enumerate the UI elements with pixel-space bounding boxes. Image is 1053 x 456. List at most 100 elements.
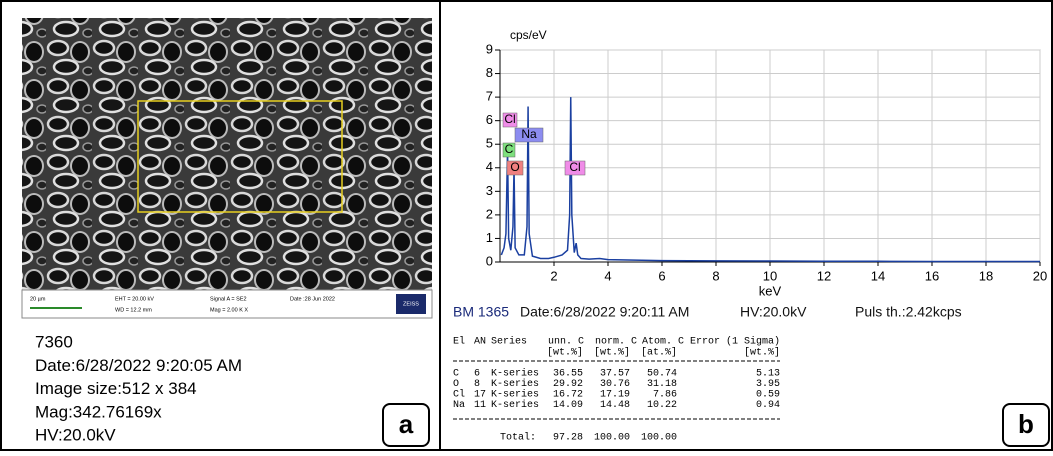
x-tick-label: 14 <box>871 268 885 283</box>
table-unit: [wt.%] <box>594 347 630 359</box>
table-total: 100.00 <box>594 433 630 444</box>
x-tick-label: 12 <box>817 268 831 283</box>
table-cell: Na <box>453 400 465 411</box>
table-header: AN <box>474 337 486 348</box>
table-cell: 16.72 <box>553 390 583 401</box>
table-cell: 17 <box>474 390 486 401</box>
eds-table: El AN Series unn. C norm. C Atom. C Error (1 S… <box>453 336 780 444</box>
table-cell: 8 <box>474 379 480 390</box>
y-tick-label: 9 <box>486 41 493 56</box>
label-box <box>382 403 430 447</box>
info-line: HV:20.0kV <box>35 426 116 445</box>
y-tick-label: 5 <box>486 136 493 151</box>
table-header: Series <box>491 336 527 348</box>
x-tick-label: 16 <box>925 268 939 283</box>
table-cell: 17.19 <box>600 390 630 401</box>
wd: WD = 12.2 mm <box>115 307 152 313</box>
y-tick-label: 4 <box>486 159 493 174</box>
table-cell: 14.09 <box>553 400 583 411</box>
table-cell: K-series <box>491 389 539 401</box>
logo <box>396 294 426 314</box>
peak-label-box <box>502 112 518 128</box>
table-total: 100.00 <box>641 433 677 444</box>
x-tick-label: 4 <box>604 268 611 283</box>
table-cell: 3.95 <box>756 379 780 390</box>
table-total: 97.28 <box>553 433 583 444</box>
peak-label-box <box>502 142 516 158</box>
table-cell: 30.76 <box>600 379 630 390</box>
table-cell: 14.48 <box>600 400 630 411</box>
y-tick-label: 1 <box>486 230 493 245</box>
table-cell: 11 <box>474 400 486 411</box>
x-tick-label: 10 <box>763 268 777 283</box>
eht: EHT = 20.00 kV <box>115 296 154 302</box>
panel-label: a <box>399 409 414 439</box>
table-unit: [wt.%] <box>744 347 780 359</box>
y-tick-label: 8 <box>486 65 493 80</box>
table-total: Total: <box>500 432 536 444</box>
x-tick-label: 20 <box>1033 268 1047 283</box>
spectrum <box>500 97 1040 263</box>
scale-text: 20 µm EHT = 20.00 kV WD = 12.2 mm Signal… <box>30 294 426 314</box>
table-cell: C <box>453 369 459 380</box>
info-text: Puls th.:2.42kcps <box>855 304 962 320</box>
info-text: HV:20.0kV <box>740 304 807 320</box>
table-header: Error (1 Sigma) <box>690 336 780 348</box>
table-header: Atom. C <box>642 337 684 348</box>
table-cell: 6 <box>474 369 480 380</box>
y-tick-label: 2 <box>486 206 493 221</box>
table-header: norm. C <box>595 337 637 348</box>
table-cell: 10.22 <box>647 400 677 411</box>
x-tick-label: 8 <box>712 268 719 283</box>
table-cell: O <box>453 379 459 390</box>
info-line: Image size:512 x 384 <box>35 379 197 398</box>
y-tick-label: 6 <box>486 112 493 127</box>
table-cell: 29.92 <box>553 379 583 390</box>
scale-length: 20 µm <box>30 296 46 302</box>
peak-label: Na <box>521 127 537 141</box>
table-cell: 7.86 <box>653 390 677 401</box>
table-cell: Cl <box>453 389 465 401</box>
selection-box <box>137 100 343 213</box>
x-axis-label: keV <box>759 283 782 298</box>
table-header: El <box>453 336 465 348</box>
info-text: Date:6/28/2022 9:20:11 AM <box>520 304 689 320</box>
signal: Signal A = SE2 <box>210 296 247 302</box>
table-cell: 5.13 <box>756 369 780 380</box>
table-cell: 36.55 <box>553 369 583 380</box>
table-cell: K-series <box>491 378 539 390</box>
info-line: Date:6/28/2022 9:20:05 AM <box>35 356 242 375</box>
brand: ZEISS <box>403 301 419 307</box>
peak-label-box <box>564 160 586 176</box>
y-axis-label: cps/eV <box>510 28 547 42</box>
peak-label: C <box>505 142 514 156</box>
sem-image <box>22 18 432 290</box>
peak-label: Cl <box>504 112 515 126</box>
peak-label-box <box>514 127 544 143</box>
scale-strip <box>21 289 433 319</box>
info-line: 7360 <box>35 332 73 351</box>
peak-label-box <box>506 160 524 176</box>
label-box <box>1002 403 1050 447</box>
y-tick-label: 0 <box>486 253 493 268</box>
info-line: Mag:342.76169x <box>35 402 162 421</box>
table-header: unn. C <box>548 337 584 348</box>
table-cell: 0.94 <box>756 400 780 411</box>
table-cell: 37.57 <box>600 369 630 380</box>
x-tick-label: 6 <box>658 268 665 283</box>
y-tick-label: 7 <box>486 89 493 104</box>
table-cell: K-series <box>491 368 539 380</box>
info-text: BM 1365 <box>453 304 509 320</box>
y-tick-label: 3 <box>486 183 493 198</box>
table-cell: 31.18 <box>647 379 677 390</box>
table-unit: [wt.%] <box>547 347 583 359</box>
table-cell: K-series <box>491 399 539 411</box>
x-tick-label: 2 <box>550 268 557 283</box>
x-tick-label: 18 <box>979 268 993 283</box>
panel-label: b <box>1018 409 1034 439</box>
table-cell: 50.74 <box>647 369 677 380</box>
mag: Mag = 2.00 K X <box>210 307 248 313</box>
table-unit: [at.%] <box>641 347 677 359</box>
